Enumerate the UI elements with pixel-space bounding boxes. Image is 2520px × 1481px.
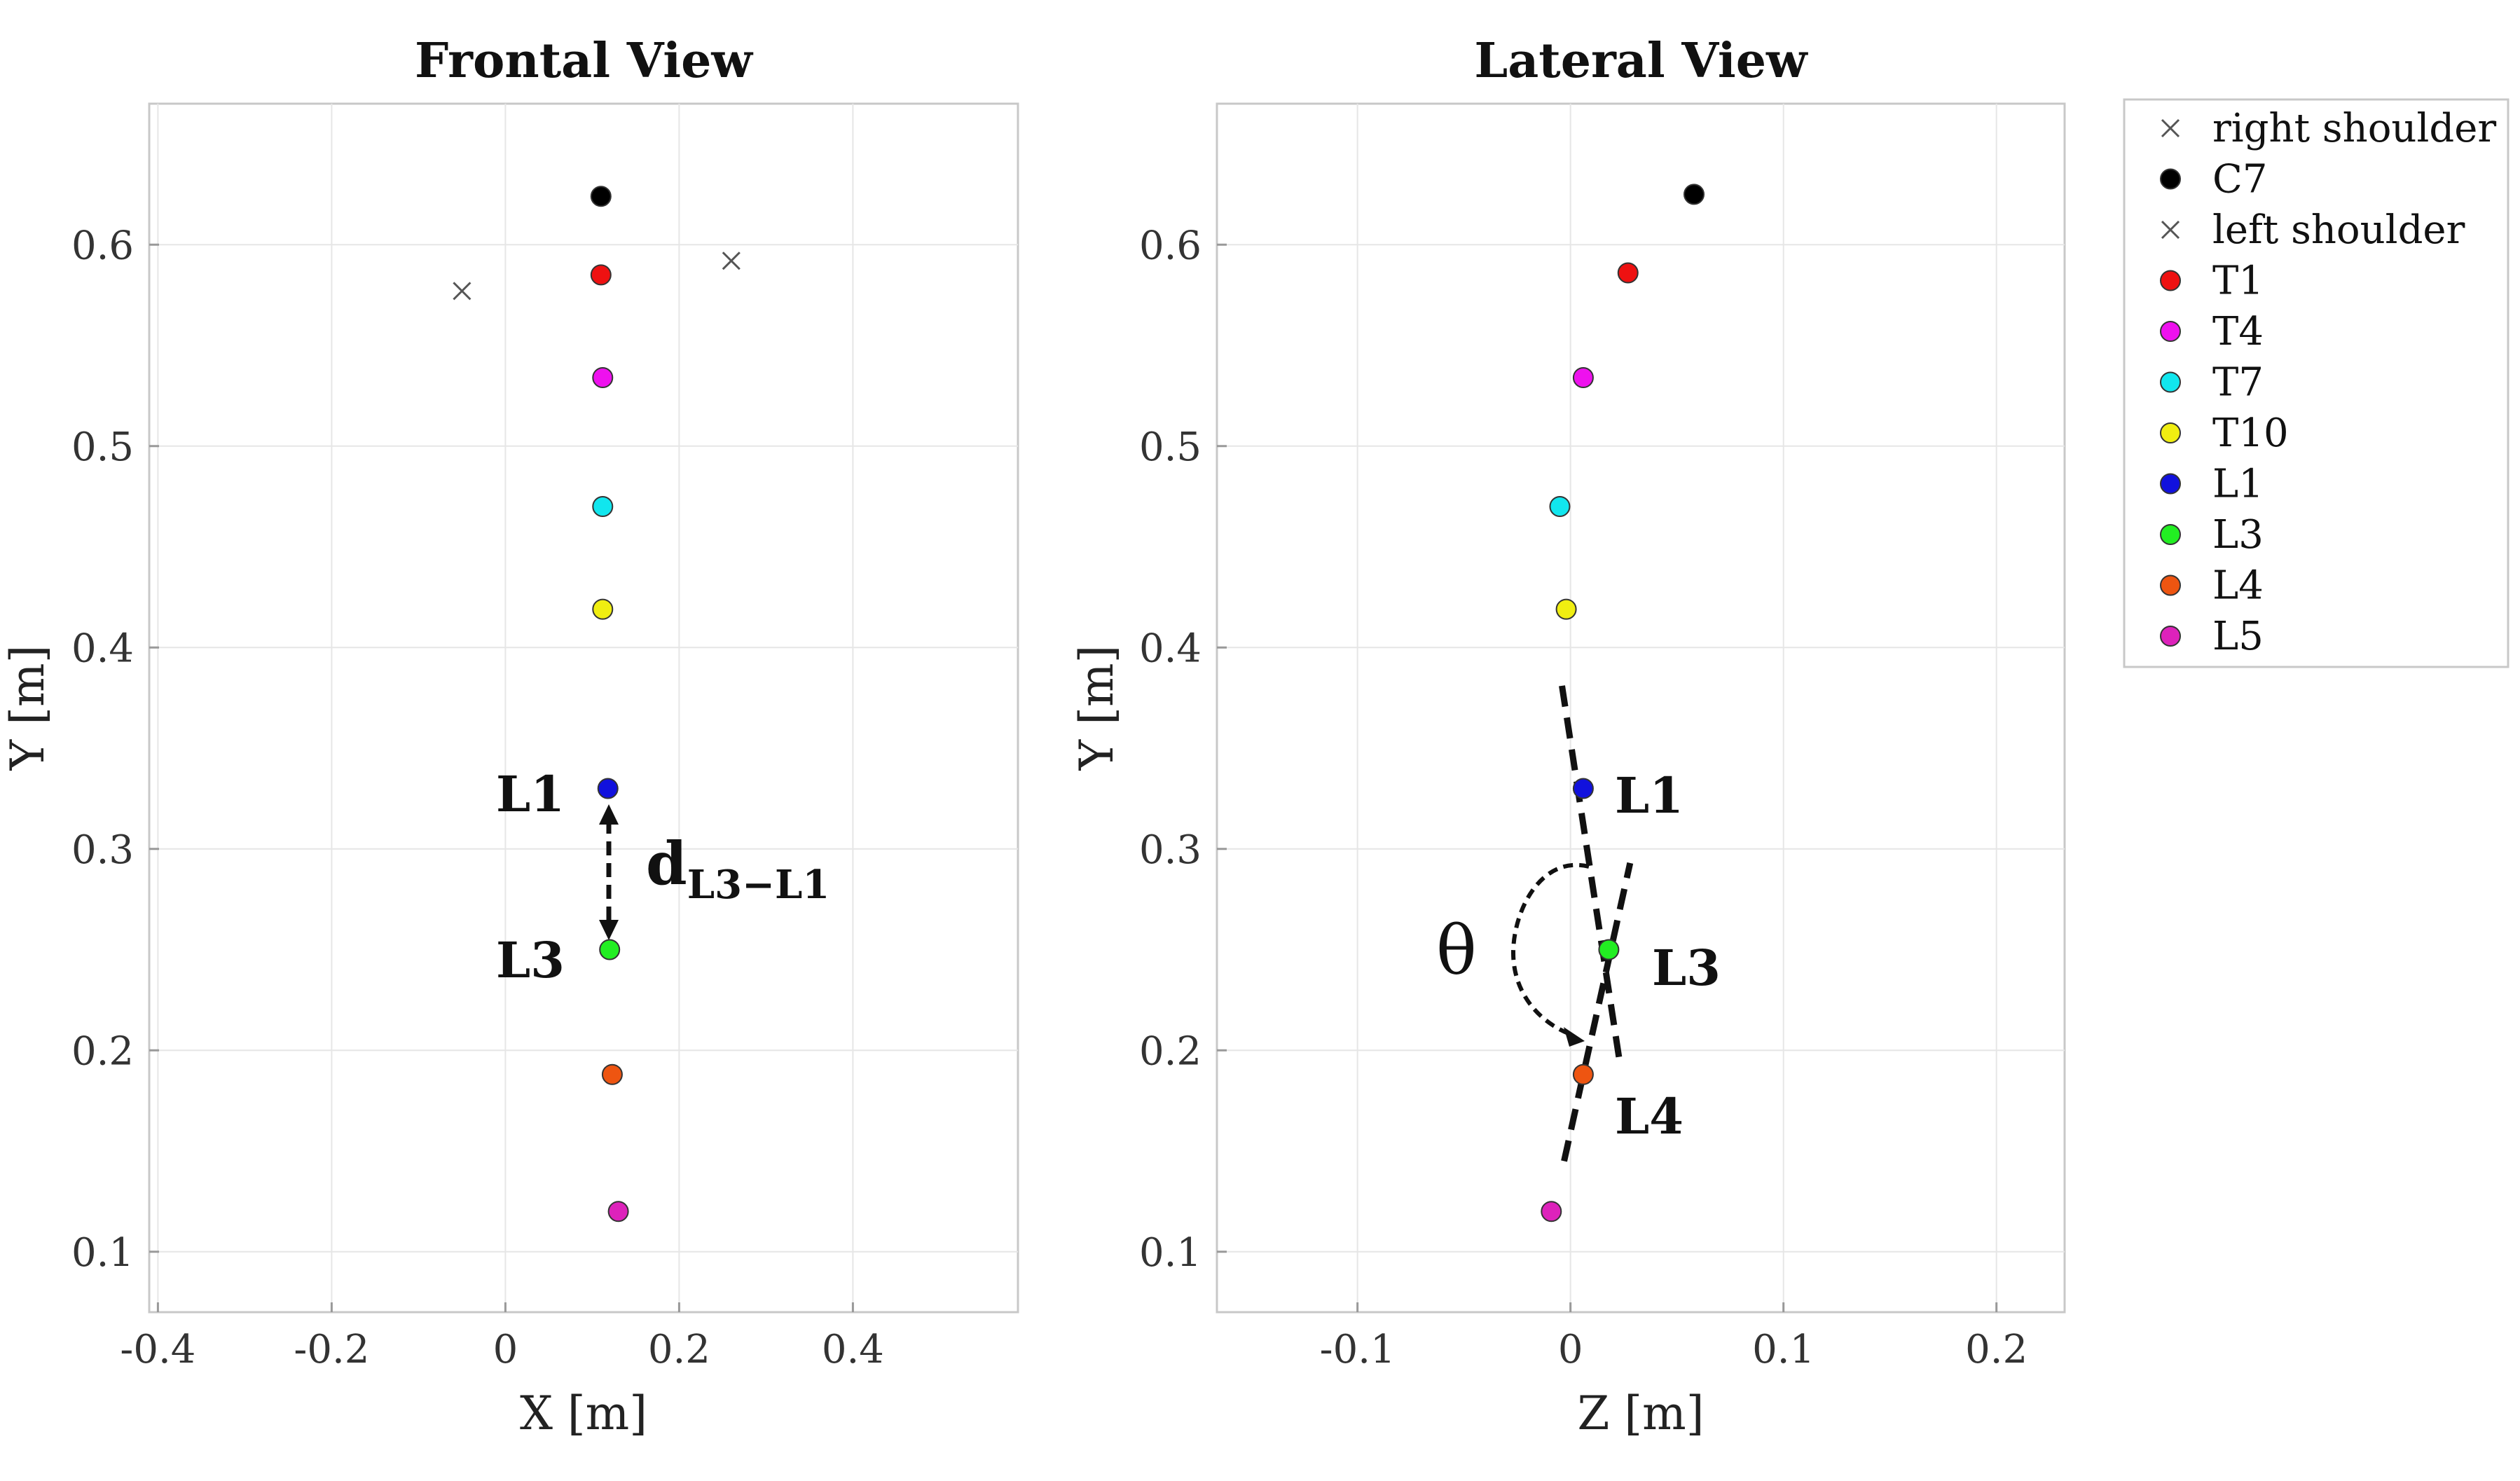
legend-marker-l1 [2160, 473, 2181, 495]
lateral-point-l1 [1572, 778, 1594, 799]
frontal-plot-frame [148, 102, 1019, 1314]
lateral-y-tick-label: 0.6 [1139, 223, 1202, 268]
legend-label-t7: T7 [2212, 360, 2264, 406]
lateral-x-tick-label: 0.1 [1752, 1327, 1815, 1372]
lateral-ylabel: Y [m] [1070, 645, 1124, 771]
frontal-xlabel: X [m] [520, 1386, 647, 1440]
frontal-point-c7 [590, 186, 612, 207]
frontal-y-tick-label: 0.4 [71, 626, 134, 671]
legend-label-l1: L1 [2212, 462, 2264, 507]
legend-label-c7: C7 [2212, 157, 2267, 202]
lateral-view-plot: -0.1 0 0.1 0.2 0.1 0.2 0.3 0.4 0.5 0.6 Lateral Vi… [1070, 33, 2066, 1440]
legend-marker-t7 [2160, 371, 2181, 393]
frontal-y-tick-label: 0.6 [71, 223, 134, 268]
lateral-y-tick-label: 0.4 [1139, 626, 1202, 671]
lateral-point-t7 [1549, 496, 1571, 517]
lateral-label-l1: L1 [1615, 766, 1684, 825]
lateral-xlabel: Z [m] [1578, 1386, 1705, 1440]
frontal-point-left-shoulder [722, 252, 741, 270]
legend-label-l5: L5 [2212, 614, 2264, 659]
lateral-y-tick-label: 0.2 [1139, 1028, 1202, 1074]
legend-label-t4: T4 [2212, 309, 2264, 354]
legend-marker-l4 [2160, 574, 2181, 596]
frontal-y-tick-label: 0.5 [71, 425, 134, 470]
frontal-x-tick-label: 0.4 [822, 1327, 884, 1372]
frontal-ylabel: Y [m] [1, 645, 55, 771]
lateral-point-t1 [1617, 262, 1639, 284]
lateral-label-l4: L4 [1615, 1087, 1684, 1145]
frontal-point-t7 [592, 496, 614, 517]
legend-marker-right-shoulder [2161, 118, 2180, 138]
legend-marker-l5 [2160, 626, 2181, 647]
legend-label-l3: L3 [2212, 512, 2264, 558]
frontal-point-l3 [599, 939, 621, 960]
frontal-y-tick-label: 0.1 [71, 1230, 134, 1276]
frontal-y-tick-label: 0.3 [71, 827, 134, 873]
legend-marker-t10 [2160, 422, 2181, 443]
lateral-point-l4 [1572, 1063, 1594, 1085]
legend-label-left-shoulder: left shoulder [2212, 207, 2465, 253]
lateral-x-tick-label: 0 [1558, 1327, 1583, 1372]
frontal-title: Frontal View [415, 33, 753, 89]
legend-label-t10: T10 [2212, 411, 2289, 456]
legend-marker-l3 [2160, 524, 2181, 545]
legend-marker-c7 [2160, 168, 2181, 190]
frontal-view-plot: -0.4 -0.2 0 0.2 0.4 0.1 0.2 0.3 0.4 0.5 0.6 Fronta… [1, 33, 1019, 1440]
legend-label-l4: L4 [2212, 563, 2264, 609]
legend-label-t1: T1 [2212, 259, 2264, 304]
legend-box [2123, 98, 2509, 668]
frontal-point-right-shoulder [453, 282, 471, 301]
lateral-x-tick-label: -0.1 [1320, 1327, 1396, 1372]
lateral-point-l3 [1598, 939, 1620, 960]
frontal-x-tick-label: -0.4 [120, 1327, 195, 1372]
lateral-y-tick-label: 0.3 [1139, 827, 1202, 873]
lateral-point-l5 [1541, 1201, 1562, 1222]
frontal-x-tick-label: 0.2 [648, 1327, 710, 1372]
frontal-point-t10 [592, 598, 614, 620]
frontal-point-l4 [601, 1063, 623, 1085]
distance-arrow [599, 804, 619, 940]
lateral-y-tick-label: 0.1 [1139, 1230, 1202, 1276]
frontal-point-t1 [590, 264, 612, 286]
distance-label: dL3−L1 [646, 829, 829, 908]
frontal-point-t4 [592, 367, 614, 388]
lateral-point-t10 [1555, 598, 1577, 620]
legend-marker-left-shoulder [2161, 220, 2180, 240]
legend-marker-t4 [2160, 321, 2181, 342]
angle-arc-arrow [1510, 862, 1590, 1047]
frontal-y-tick-label: 0.2 [71, 1028, 134, 1074]
frontal-label-l3: L3 [496, 931, 565, 989]
legend-marker-t1 [2160, 270, 2181, 291]
frontal-x-tick-label: -0.2 [294, 1327, 369, 1372]
frontal-point-l5 [607, 1201, 629, 1222]
lateral-plot-frame [1216, 102, 2066, 1314]
legend-label-right-shoulder: right shoulder [2212, 106, 2496, 151]
lateral-point-t4 [1572, 367, 1594, 388]
lateral-x-tick-label: 0.2 [1965, 1327, 2027, 1372]
lateral-label-l3: L3 [1652, 939, 1721, 997]
lateral-y-tick-label: 0.5 [1139, 425, 1202, 470]
angle-theta-label: θ [1436, 911, 1477, 990]
frontal-x-tick-label: 0 [493, 1327, 518, 1372]
legend: right shoulder C7 left shoulder T1 T4 T7 T10 L1… [2123, 98, 2509, 668]
lateral-point-c7 [1684, 184, 1705, 205]
lateral-l3-l4-line [1561, 862, 1634, 1162]
lateral-title: Lateral View [1474, 33, 1808, 89]
frontal-label-l1: L1 [496, 765, 565, 823]
frontal-point-l1 [597, 778, 619, 799]
